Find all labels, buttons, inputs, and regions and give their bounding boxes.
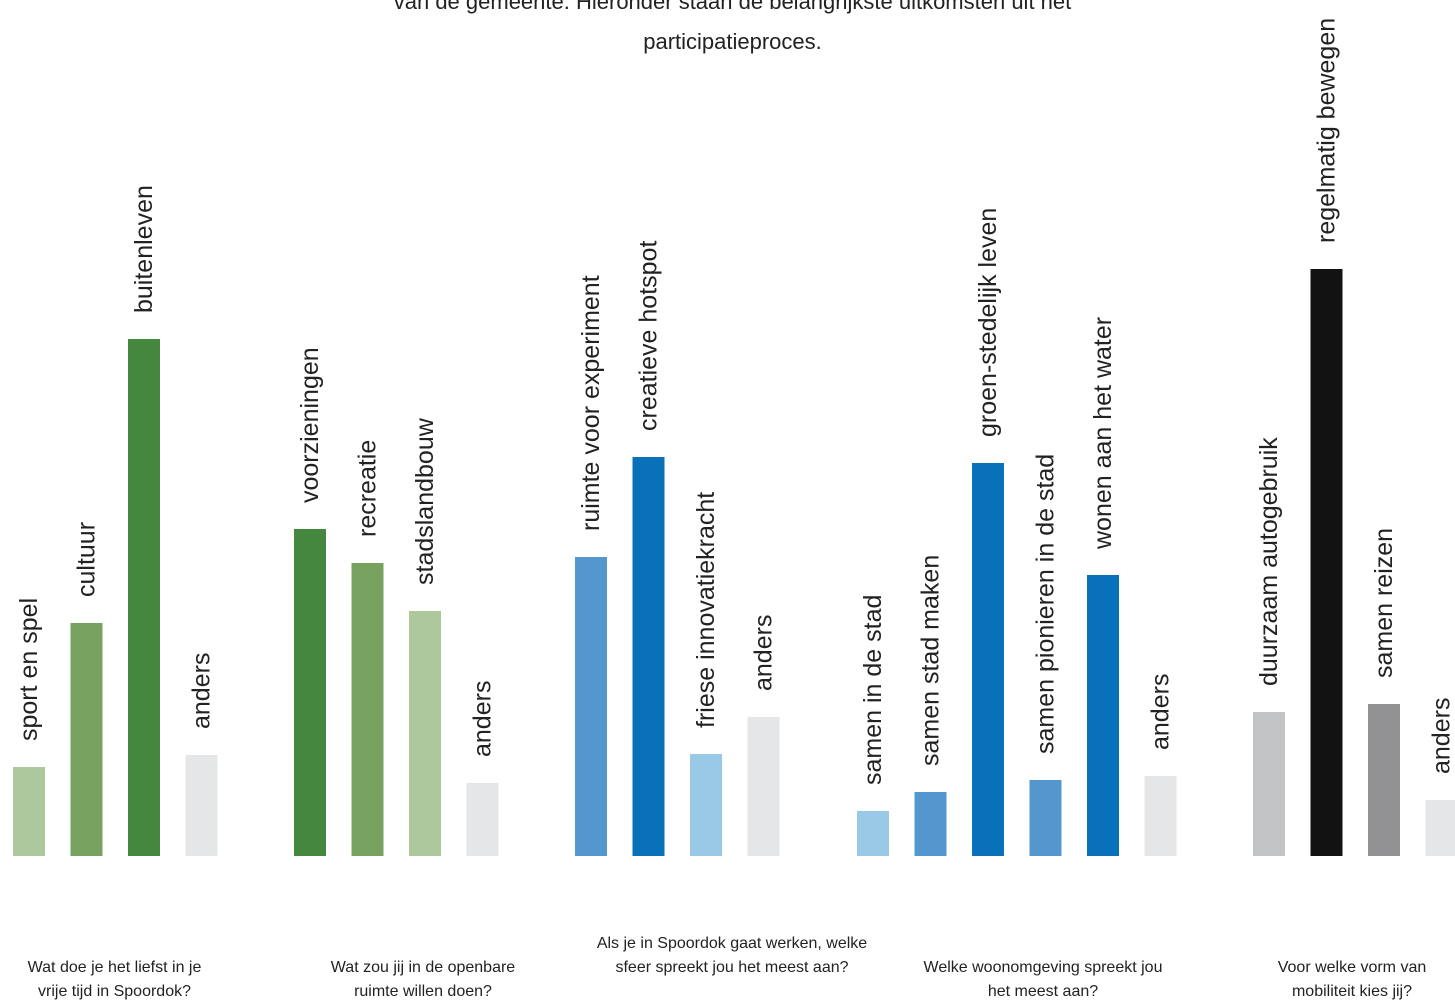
bar-2-4 (466, 783, 499, 856)
bar-label-5-2: regelmatig bewegen (1313, 18, 1341, 243)
bar-label-1-4: anders (188, 653, 216, 729)
bar-4-2 (914, 792, 947, 856)
bar-label-4-5: wonen aan het water (1089, 317, 1117, 550)
intro-line-2: participatieproces. (643, 29, 822, 54)
bar-label-4-1: samen in de stad (859, 595, 887, 785)
bar-label-2-2: recreatie (354, 440, 382, 537)
bar-label-1-3: buitenleven (130, 185, 158, 313)
bar-label-4-4: samen pionieren in de stad (1032, 454, 1060, 754)
bar-1-3 (128, 339, 160, 856)
bar-label-3-1: ruimte voor experiment (577, 275, 605, 531)
bar-2-3 (409, 611, 441, 856)
bar-4-3 (972, 463, 1004, 856)
intro-line-1: van de gemeente. Hieronder staan de bela… (393, 0, 1072, 14)
bar-3-3 (690, 754, 722, 856)
bar-5-1 (1253, 712, 1285, 856)
bar-label-1-1: sport en spel (15, 598, 43, 741)
bar-3-4 (747, 717, 780, 856)
bar-label-4-6: anders (1147, 674, 1175, 750)
bar-1-1 (13, 767, 45, 856)
bar-4-4 (1029, 780, 1062, 856)
bar-label-2-4: anders (469, 681, 497, 757)
bar-label-5-4: anders (1428, 698, 1455, 774)
bar-1-4 (185, 755, 218, 856)
bar-1-2 (70, 623, 103, 856)
bar-label-4-3: groen-stedelijk leven (974, 208, 1002, 437)
bar-4-5 (1087, 575, 1119, 856)
bar-2-2 (351, 563, 384, 856)
bar-group-4: samen in de stad samen stad maken groen-st… (857, 208, 1177, 856)
bar-5-2 (1310, 269, 1343, 856)
bar-label-2-1: voorzieningen (296, 347, 324, 503)
bar-group-2: voorzieningen recreatie stadslandbouw ander… (294, 347, 499, 856)
bar-4-6 (1144, 776, 1177, 856)
question-4: Welke woonomgeving spreekt jou het meest… (923, 959, 1163, 1000)
question-3: Als je in Spoordok gaat werken, welke sf… (596, 935, 868, 976)
bar-label-4-2: samen stad maken (917, 555, 945, 766)
bar-label-1-2: cultuur (73, 522, 101, 597)
bar-group-1: sport en spel cultuur buitenleven anders (13, 185, 218, 856)
bar-group-3: ruimte voor experiment creatieve hotspot f… (575, 241, 780, 856)
bar-3-1 (575, 557, 607, 856)
bar-label-5-1: duurzaam autogebruik (1255, 437, 1283, 686)
bar-3-2 (632, 457, 665, 856)
question-2: Wat zou jij in de openbare ruimte willen… (330, 959, 516, 1000)
bar-2-1 (294, 529, 326, 856)
intro-text: van de gemeente. Hieronder staan de bela… (300, 0, 1165, 62)
bar-label-3-2: creatieve hotspot (635, 241, 663, 431)
bar-5-3 (1368, 704, 1400, 856)
question-1: Wat doe je het liefst in je vrije tijd i… (27, 959, 202, 1000)
bar-label-5-3: samen reizen (1370, 528, 1398, 678)
bar-label-3-4: anders (750, 615, 778, 691)
bar-4-1 (857, 811, 889, 856)
bar-label-2-3: stadslandbouw (411, 417, 439, 585)
bar-5-4 (1425, 800, 1455, 856)
bar-label-3-3: friese innovatiekracht (692, 492, 720, 728)
bar-group-5: duurzaam autogebruik regelmatig bewegen sa… (1253, 18, 1455, 856)
question-5: Voor welke vorm van mobiliteit kies jij? (1277, 959, 1427, 1000)
